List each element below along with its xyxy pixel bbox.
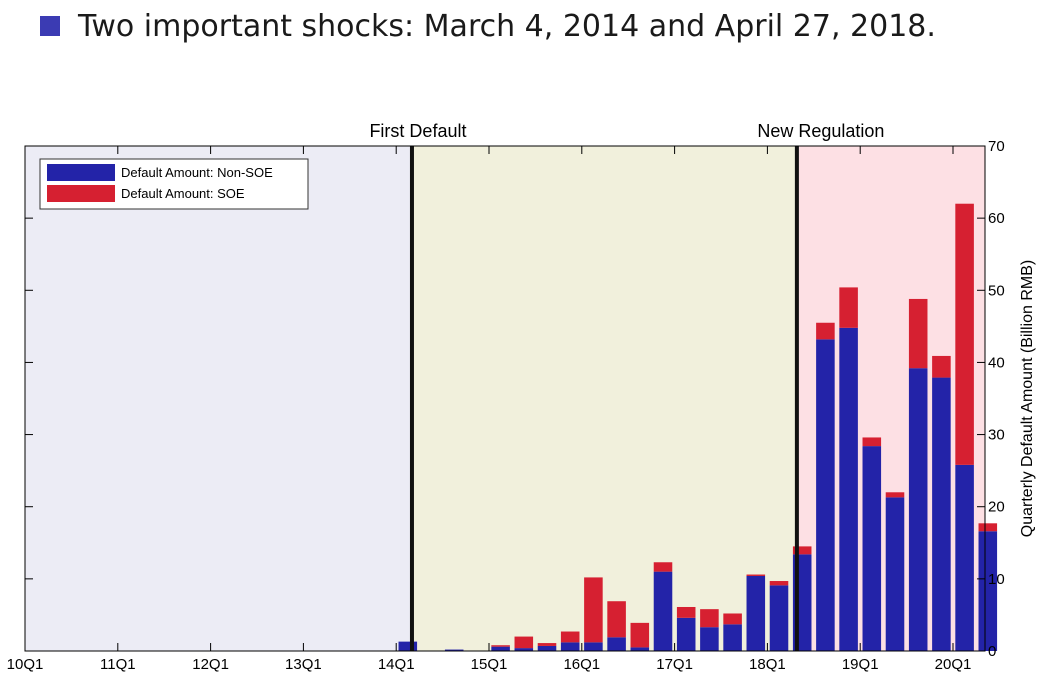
- bar-non-soe-20q1: [955, 464, 974, 651]
- bar-non-soe-15q4: [560, 642, 580, 651]
- chart-legend: Default Amount: Non-SOE Default Amount: S…: [39, 158, 309, 210]
- bar-non-soe-15q2: [514, 648, 534, 651]
- bar-soe-17q2: [700, 609, 719, 628]
- x-tick-label-19q1: 19Q1: [842, 656, 879, 673]
- x-tick-label-14q1: 14Q1: [378, 656, 415, 673]
- x-tick-label-13q1: 13Q1: [285, 656, 322, 673]
- bar-soe-15q3: [537, 643, 557, 646]
- bar-soe-19q3: [908, 298, 928, 369]
- bar-soe-17q1: [676, 606, 696, 618]
- bar-soe-18q3: [816, 322, 835, 340]
- bar-soe-19q1: [862, 437, 882, 447]
- bar-soe-16q3: [630, 622, 650, 648]
- y-axis-title: Quarterly Default Amount (Billion RMB): [1019, 260, 1036, 537]
- bar-soe-20q2: [978, 523, 998, 532]
- event-lines: First Default New Regulation: [369, 121, 884, 651]
- bar-non-soe-16q4: [653, 571, 673, 651]
- bar-soe-15q4: [560, 631, 580, 643]
- bar-non-soe-14q3: [444, 649, 464, 651]
- x-tick-label-16q1: 16Q1: [563, 656, 600, 673]
- bar-soe-20q1: [955, 203, 974, 465]
- chart-axes: 10Q1 11Q1 12Q1 13Q1 14Q1 15Q1 16Q1 17Q1 18Q1 19Q1…: [7, 138, 1036, 673]
- bar-non-soe-15q3: [537, 645, 557, 651]
- bar-soe-18q1: [769, 581, 789, 586]
- bar-non-soe-19q1: [862, 446, 882, 651]
- bar-soe-17q4: [746, 574, 766, 576]
- bar-non-soe-18q4: [839, 327, 858, 651]
- bar-soe-15q1: [491, 645, 510, 647]
- bar-soe-17q3: [723, 613, 742, 625]
- new-regulation-label: New Regulation: [757, 121, 884, 141]
- bullet-text: Two important shocks: March 4, 2014 and …: [78, 8, 936, 44]
- plot-frame: [24, 145, 986, 652]
- bar-non-soe-17q2: [700, 627, 719, 651]
- bullet-square-icon: [40, 16, 60, 36]
- legend-label-non-soe: Default Amount: Non-SOE: [121, 165, 273, 180]
- bar-non-soe-16q3: [630, 647, 650, 651]
- bar-soe-18q2: [792, 546, 812, 555]
- bar-non-soe-19q3: [908, 368, 928, 651]
- legend-swatch-soe: [47, 185, 115, 202]
- region-pre-default: [25, 146, 412, 651]
- bar-non-soe-16q1: [584, 642, 603, 651]
- legend-swatch-non-soe: [47, 164, 115, 181]
- x-tick-label-18q1: 18Q1: [749, 656, 786, 673]
- bar-non-soe-20q2: [978, 531, 998, 651]
- x-tick-label-20q1: 20Q1: [935, 656, 972, 673]
- y-tick-label-50: 50: [988, 282, 1005, 299]
- region-post-default: [411, 146, 797, 651]
- x-tick-label-17q1: 17Q1: [656, 656, 693, 673]
- x-tick-label-10q1: 10Q1: [7, 656, 44, 673]
- y-tick-label-20: 20: [988, 499, 1005, 516]
- x-tick-label-15q1: 15Q1: [471, 656, 508, 673]
- bar-soe-18q4: [839, 287, 858, 328]
- bar-non-soe-15q1: [491, 646, 510, 651]
- x-tick-label-11q1: 11Q1: [100, 656, 136, 673]
- bar-non-soe-19q2: [885, 497, 905, 651]
- bar-non-soe-18q1: [769, 585, 789, 651]
- y-tick-label-30: 30: [988, 427, 1005, 444]
- bar-non-soe-17q3: [723, 624, 742, 651]
- bar-non-soe-18q3: [816, 339, 835, 651]
- bar-non-soe-19q4: [932, 377, 951, 651]
- y-tick-label-40: 40: [988, 354, 1005, 371]
- legend-label-soe: Default Amount: SOE: [121, 186, 245, 201]
- y-tick-label-70: 70: [988, 138, 1005, 155]
- bar-non-soe-17q1: [676, 617, 696, 651]
- bar-soe-16q2: [607, 601, 626, 638]
- bar-non-soe-14q1: [398, 641, 418, 651]
- bar-soe-16q1: [584, 577, 603, 643]
- y-tick-label-60: 60: [988, 210, 1005, 227]
- bar-soe-19q2: [885, 492, 905, 498]
- bar-soe-19q4: [932, 355, 951, 378]
- bar-non-soe-17q4: [746, 575, 766, 651]
- x-tick-label-12q1: 12Q1: [192, 656, 229, 673]
- bullet-item: Two important shocks: March 4, 2014 and …: [40, 2, 936, 50]
- bar-soe-16q4: [653, 562, 673, 572]
- y-tick-label-0: 0: [988, 643, 996, 660]
- bar-non-soe-16q2: [607, 637, 626, 651]
- first-default-label: First Default: [369, 121, 466, 141]
- y-tick-label-10: 10: [988, 571, 1005, 588]
- bar-soe-15q2: [514, 636, 534, 649]
